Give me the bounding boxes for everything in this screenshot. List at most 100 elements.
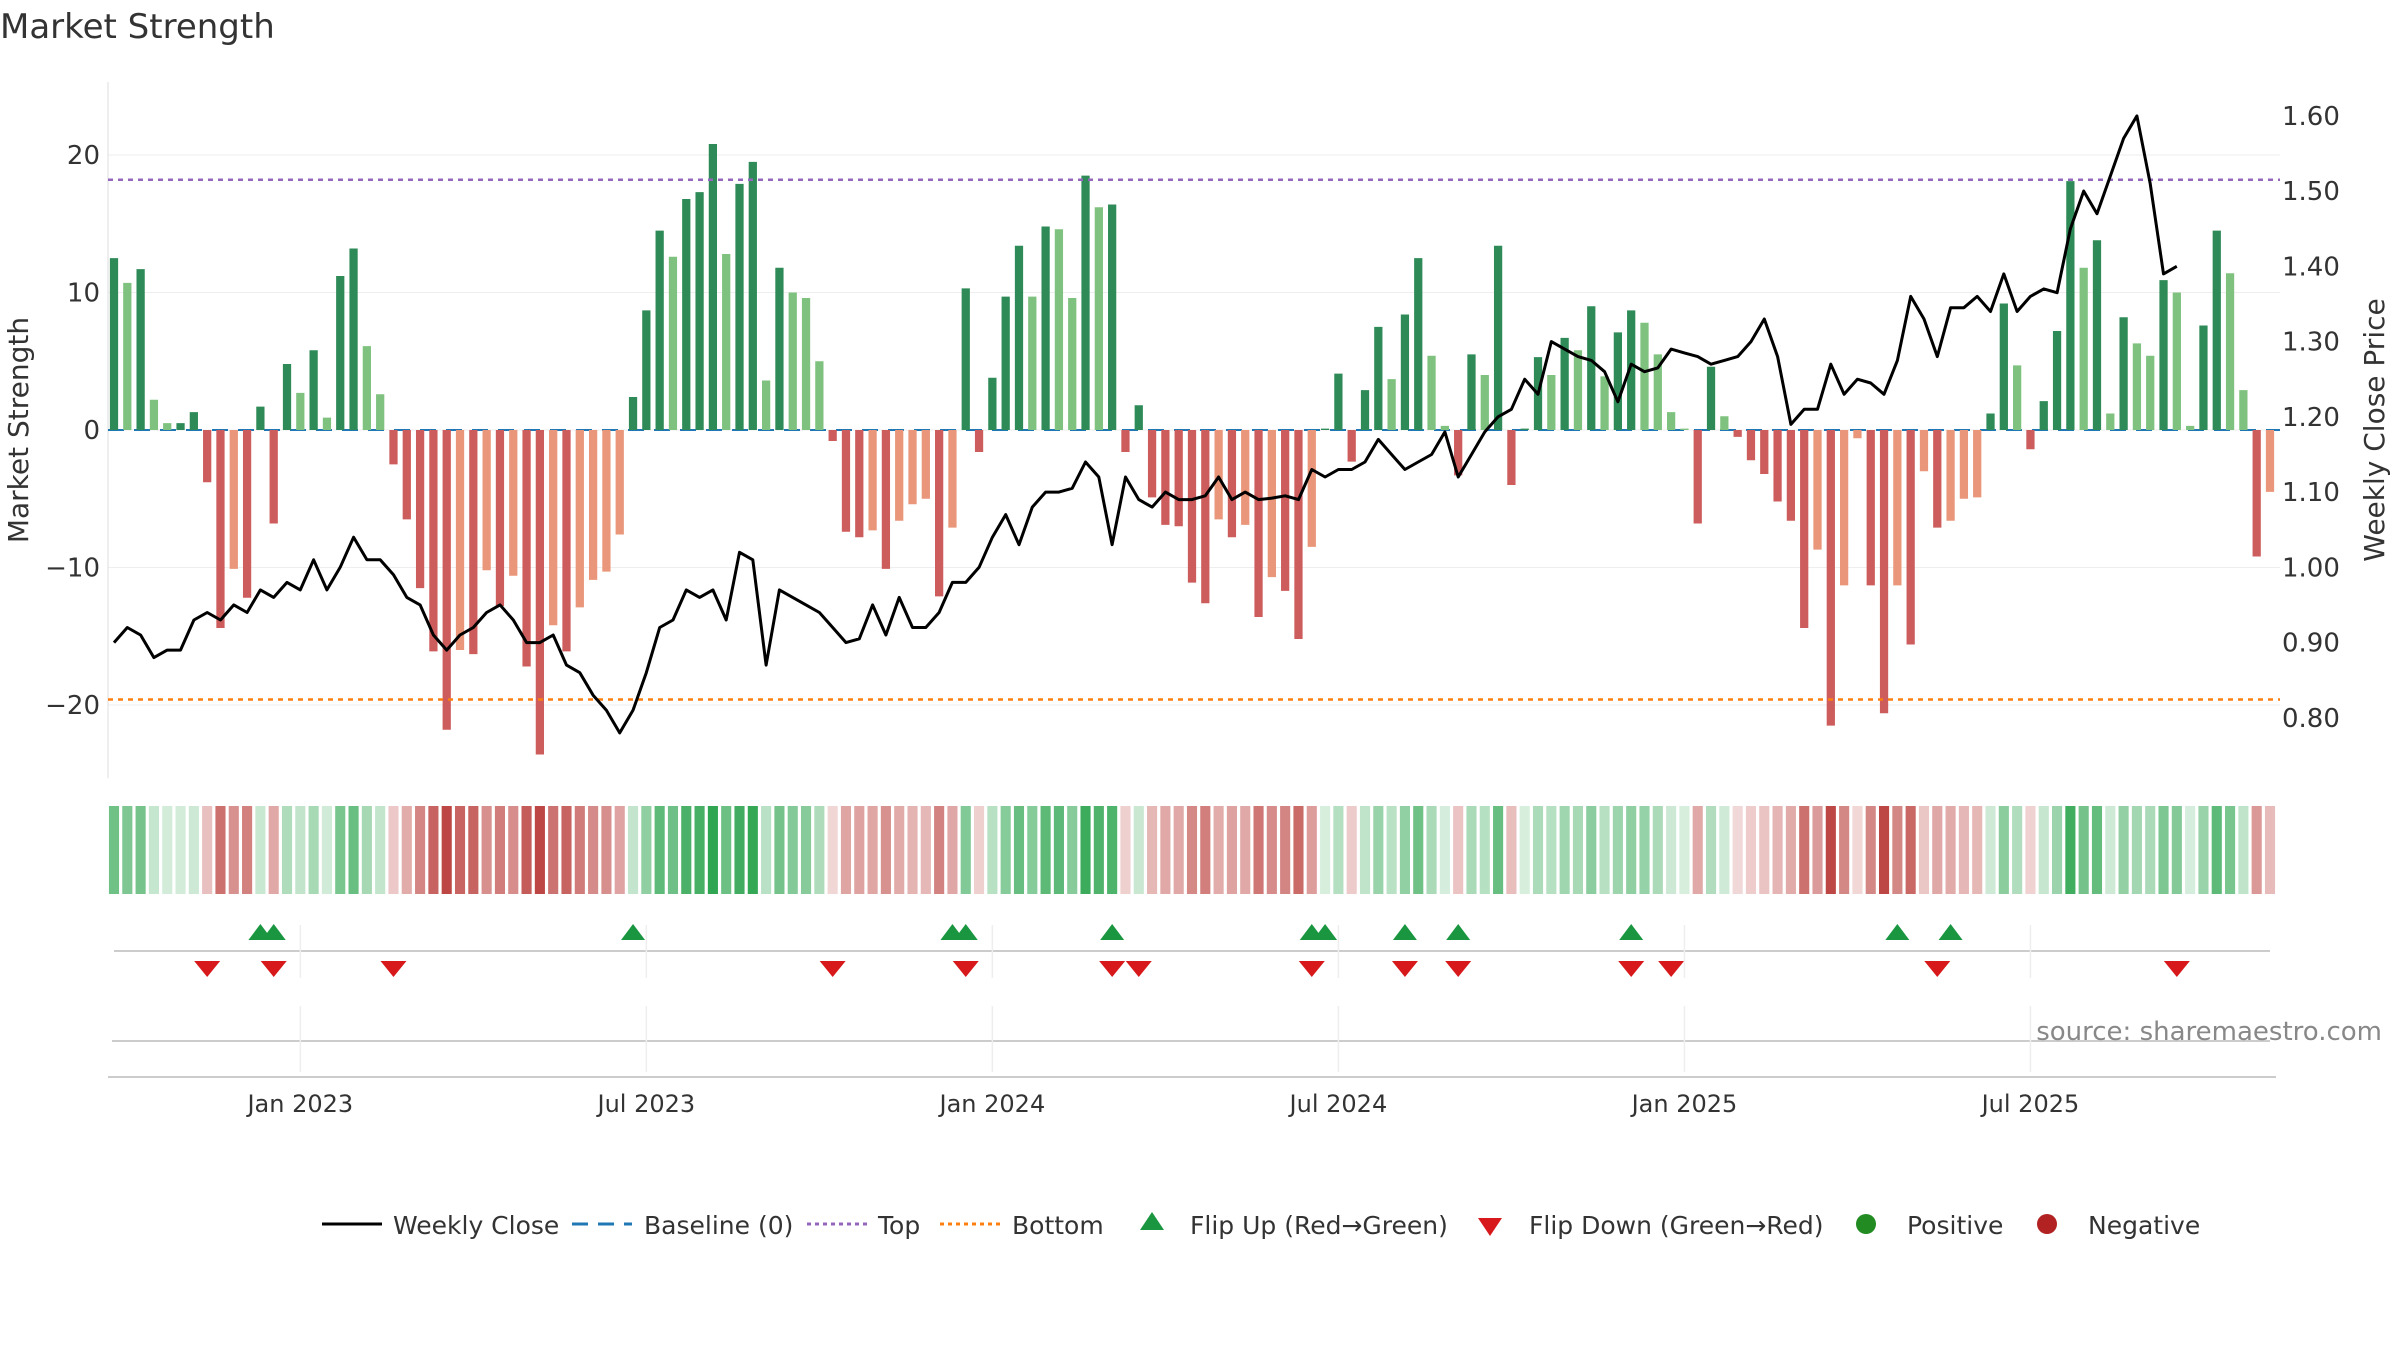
strip-cell: [242, 806, 253, 894]
strength-bar: [1573, 350, 1583, 430]
strip-cell: [1373, 806, 1384, 894]
strip-cell: [1107, 806, 1118, 894]
strength-bar: [149, 399, 159, 430]
strength-bar: [1108, 204, 1117, 430]
flip-up-marker: [1938, 924, 1963, 940]
strip-cell: [667, 806, 679, 894]
strength-bar: [815, 361, 824, 430]
strength-bar: [535, 430, 545, 755]
flip-up-marker: [621, 924, 646, 940]
strength-bar: [362, 346, 371, 430]
strip-cell: [2251, 806, 2262, 894]
y-axis-left-label: Market Strength: [2, 317, 35, 543]
strip-cell: [534, 806, 545, 894]
strip-cell: [627, 806, 639, 894]
strength-bar: [522, 430, 531, 667]
strip-cell: [1506, 806, 1517, 894]
right-tick-label: 1.50: [2282, 177, 2340, 207]
strip-cell: [1998, 806, 2009, 894]
bottom-panel: [108, 1040, 2276, 1078]
strip-cell: [1839, 806, 1850, 894]
strength-bar: [1826, 430, 1835, 726]
strength-bar: [203, 430, 212, 483]
strip-cell: [1173, 806, 1184, 894]
strength-bar: [868, 430, 877, 531]
strip-cell: [2105, 806, 2116, 894]
strip-cell: [508, 806, 519, 894]
strip-cell: [721, 806, 732, 894]
flip-down-marker: [952, 961, 979, 977]
strength-bar: [322, 417, 332, 430]
strength-bar: [2026, 430, 2035, 450]
strip-cell: [827, 806, 838, 894]
strength-bar: [1094, 207, 1103, 430]
strength-bar: [961, 288, 970, 430]
strength-bar: [1347, 430, 1356, 462]
strip-cell: [1346, 806, 1357, 894]
strip-cell: [800, 806, 812, 894]
strength-bar: [2132, 343, 2142, 430]
strength-bar: [2172, 292, 2181, 430]
strength-bar: [1307, 430, 1316, 547]
strength-bar: [2119, 317, 2128, 430]
strength-bar: [1600, 376, 1609, 430]
strength-bar: [229, 430, 238, 569]
strength-bar: [2066, 181, 2075, 430]
strength-bar: [1813, 430, 1822, 550]
strength-bar: [429, 430, 438, 652]
strip-cell: [561, 806, 572, 894]
strength-bar: [1254, 430, 1263, 617]
strength-bar: [628, 397, 638, 430]
strength-bar: [1001, 296, 1010, 430]
strength-bar: [349, 248, 358, 430]
strength-bar: [2265, 430, 2275, 492]
strength-bar: [1666, 412, 1676, 430]
strip-cell: [614, 806, 625, 894]
strip-cell: [135, 806, 146, 894]
strength-bar: [1400, 314, 1410, 430]
strip-cell: [1093, 806, 1104, 894]
legend-weekly-close-label: Weekly Close: [393, 1211, 559, 1240]
strength-bar: [1879, 430, 1889, 714]
strip-cell: [1945, 806, 1956, 894]
strip-cell: [441, 806, 452, 894]
strength-bar: [2079, 267, 2088, 430]
strength-bar: [1360, 390, 1370, 430]
strength-bar: [1201, 430, 1210, 604]
strip-cell: [880, 806, 891, 894]
strip-cell: [1253, 806, 1264, 894]
strip-cell: [641, 806, 652, 894]
strength-bar: [309, 350, 318, 430]
strip-cell: [1825, 806, 1836, 894]
strength-bar: [801, 298, 811, 430]
strip-cell: [1293, 806, 1304, 894]
strip-cell: [454, 806, 466, 894]
right-tick-label: 0.80: [2282, 704, 2340, 734]
strip-cell: [2118, 806, 2129, 894]
right-tick-label: 1.00: [2282, 553, 2340, 583]
flip-down-marker: [1391, 961, 1418, 977]
strength-bar: [895, 430, 904, 521]
x-tick-label: Jul 2025: [1980, 1090, 2080, 1118]
strip-cell: [1905, 806, 1916, 894]
strip-cell: [2238, 806, 2249, 894]
strength-bar: [1320, 428, 1330, 430]
flip-down-marker: [1924, 961, 1951, 977]
legend-flip-down-swatch: [1478, 1218, 1502, 1236]
strength-bar: [1507, 430, 1516, 485]
weekly-close-line: [112, 114, 2178, 735]
strength-bar: [1241, 430, 1250, 525]
strip-cell: [1892, 806, 1903, 894]
strength-bar: [2225, 273, 2235, 430]
strip-cell: [1519, 806, 1530, 894]
strip-cell: [960, 806, 971, 894]
strength-bar: [1427, 355, 1436, 430]
right-tick-label: 1.20: [2282, 403, 2340, 433]
strip-cell: [747, 806, 758, 894]
x-axis-ticks: Jan 2023 Jul 2023 Jan 2024 Jul 2024 Jan 2025…: [245, 1090, 2079, 1118]
strip-cell: [388, 806, 399, 894]
strength-bar: [176, 423, 185, 430]
strip-cell: [1719, 806, 1730, 894]
flip-up-marker: [1446, 924, 1471, 940]
legend-positive-swatch: [1856, 1214, 1876, 1234]
